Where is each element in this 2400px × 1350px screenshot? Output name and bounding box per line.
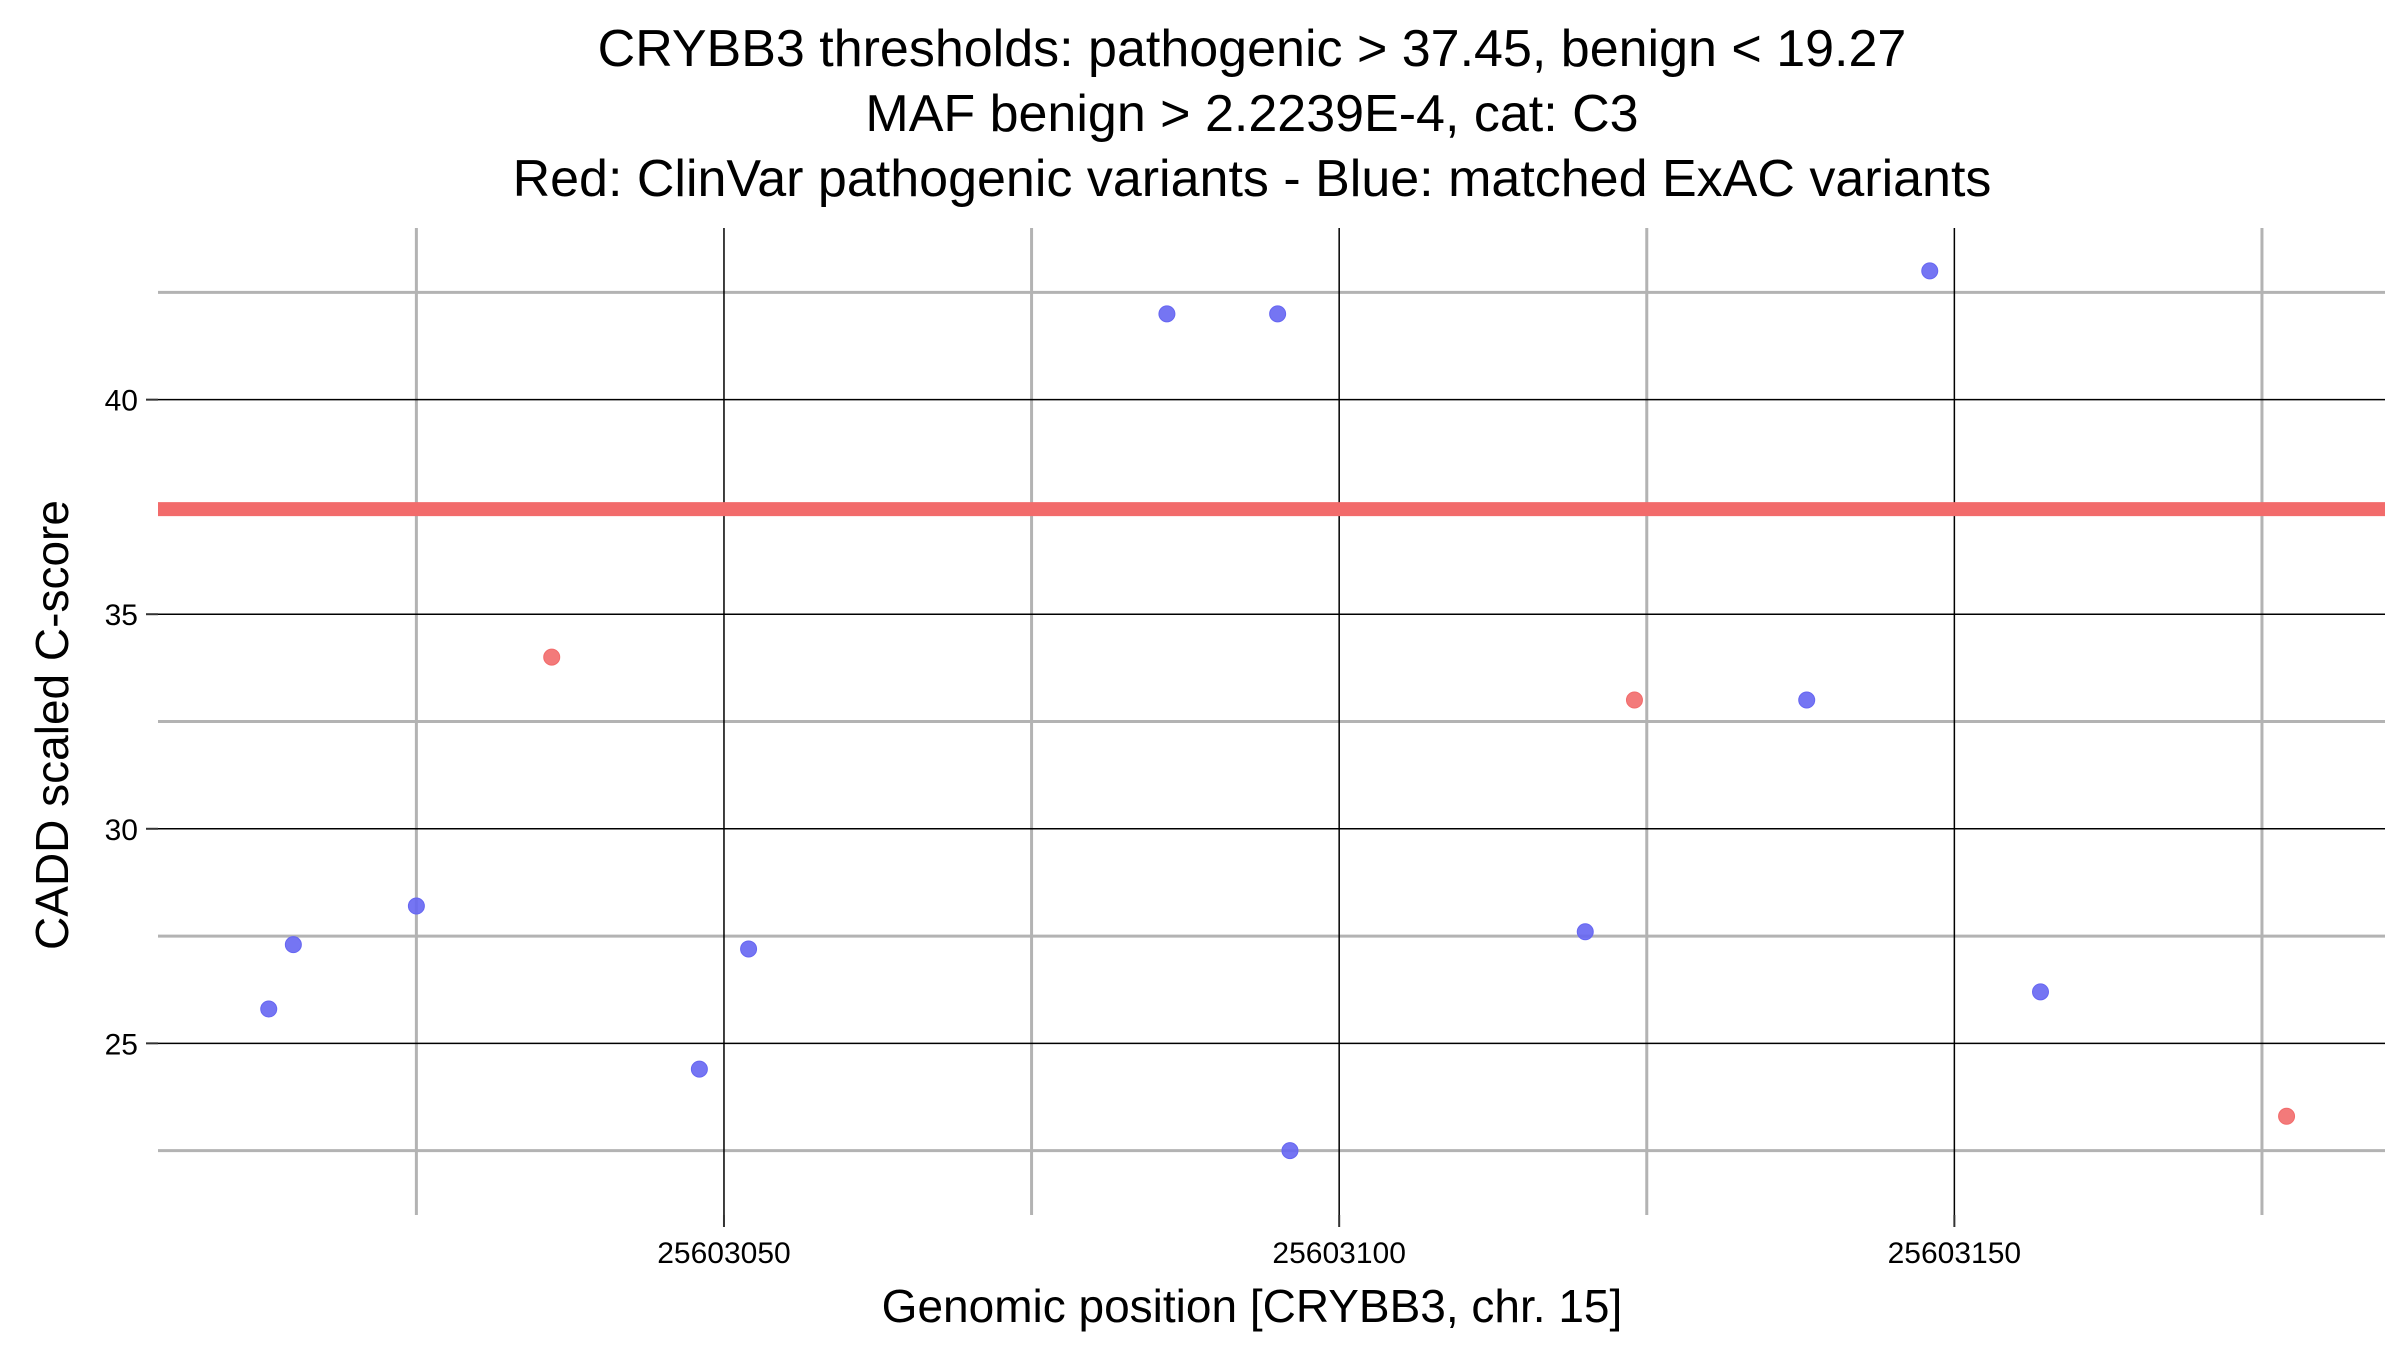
chart-title: CRYBB3 thresholds: pathogenic > 37.45, b…: [513, 20, 1992, 208]
exac-matched-point: [1281, 1142, 1299, 1160]
data-points: [260, 262, 2296, 1160]
exac-matched-point: [1158, 305, 1176, 323]
clinvar-pathogenic-point: [543, 648, 561, 666]
exac-matched-point: [740, 940, 758, 958]
exac-matched-point: [1921, 262, 1939, 280]
title-line-2: MAF benign > 2.2239E-4, cat: C3: [865, 85, 1638, 143]
title-line-3: Red: ClinVar pathogenic variants - Blue:…: [513, 150, 1992, 208]
minor-grid: [158, 228, 2385, 1215]
y-tick-label: 35: [105, 599, 138, 632]
exac-matched-point: [407, 897, 425, 915]
exac-matched-point: [2031, 983, 2049, 1001]
major-grid: [158, 228, 2385, 1215]
x-tick-label: 25603050: [657, 1237, 790, 1270]
exac-matched-point: [690, 1060, 708, 1078]
exac-matched-point: [284, 936, 302, 954]
y-tick-label: 25: [105, 1028, 138, 1061]
exac-matched-point: [1576, 923, 1594, 941]
x-tick-label: 25603100: [1272, 1237, 1405, 1270]
clinvar-pathogenic-point: [1625, 691, 1643, 709]
exac-matched-point: [260, 1000, 278, 1018]
clinvar-pathogenic-point: [2278, 1107, 2296, 1125]
y-axis-label: CADD scaled C-score: [26, 500, 78, 950]
x-tick-label: 25603150: [1888, 1237, 2021, 1270]
title-line-1: CRYBB3 thresholds: pathogenic > 37.45, b…: [598, 20, 1907, 78]
exac-matched-point: [1798, 691, 1816, 709]
y-tick-label: 30: [105, 814, 138, 847]
x-axis-label: Genomic position [CRYBB3, chr. 15]: [882, 1280, 1623, 1332]
exac-matched-point: [1269, 305, 1287, 323]
axis-ticks: 25603050 25603100 25603150 25 30 35 40: [105, 385, 2021, 1270]
y-tick-label: 40: [105, 385, 138, 418]
